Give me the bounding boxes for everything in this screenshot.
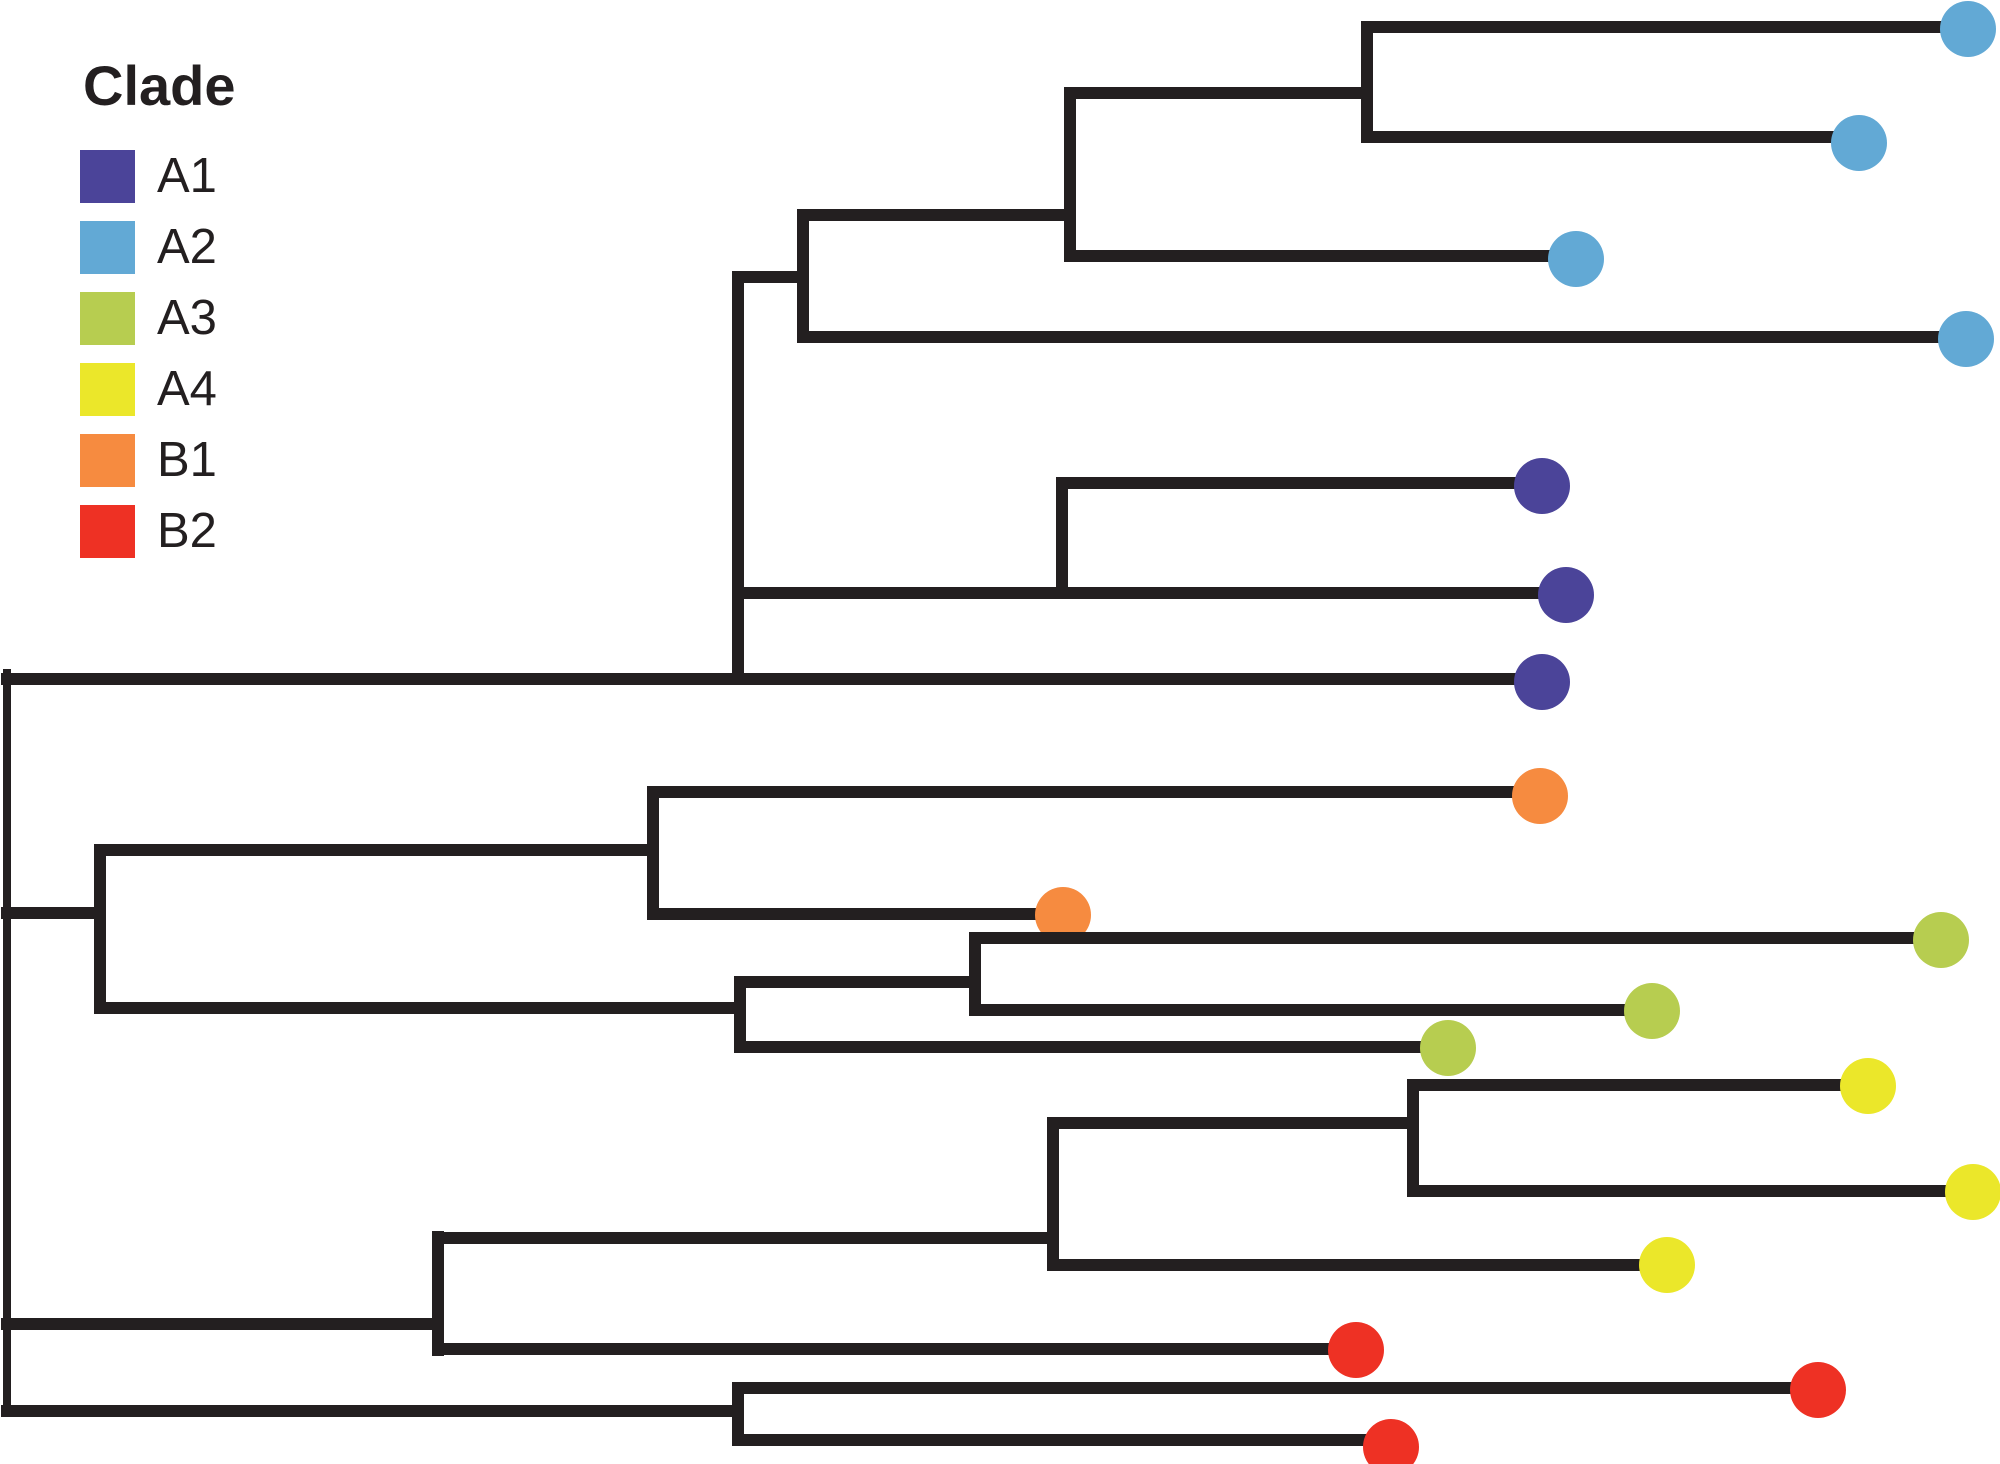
tip-node-A3-2	[1624, 983, 1680, 1039]
legend-swatch-B2	[80, 505, 135, 558]
legend: Clade A1 A2 A3 A4 B1 B2	[80, 58, 236, 558]
legend-label-B2: B2	[157, 504, 217, 558]
tip-node-A4-3	[1639, 1237, 1695, 1293]
tip-node-B1-2	[1035, 887, 1091, 943]
tip-node-A2-3	[1548, 231, 1604, 287]
legend-label-A1: A1	[157, 149, 217, 203]
legend-swatch-B1	[80, 434, 135, 487]
tip-node-A1-2	[1538, 567, 1594, 623]
legend-item-B2: B2	[80, 505, 236, 558]
tip-node-A2-2	[1831, 115, 1887, 171]
legend-swatch-A4	[80, 363, 135, 416]
legend-label-A3: A3	[157, 291, 217, 345]
legend-item-A1: A1	[80, 150, 236, 203]
legend-items: A1 A2 A3 A4 B1 B2	[80, 150, 236, 558]
tip-node-B2-2	[1790, 1362, 1846, 1418]
legend-label-B1: B1	[157, 433, 217, 487]
tip-node-B1-1	[1512, 768, 1568, 824]
legend-swatch-A2	[80, 221, 135, 274]
tip-node-A4-2	[1945, 1164, 2000, 1220]
tip-node-A2-4	[1938, 311, 1994, 367]
legend-label-A4: A4	[157, 362, 217, 416]
tip-node-B2-3	[1363, 1419, 1419, 1464]
tip-node-A3-1	[1913, 912, 1969, 968]
legend-item-B1: B1	[80, 434, 236, 487]
legend-swatch-A3	[80, 292, 135, 345]
legend-swatch-A1	[80, 150, 135, 203]
legend-item-A4: A4	[80, 363, 236, 416]
tip-node-A1-1	[1514, 458, 1570, 514]
tip-node-A1-3	[1514, 654, 1570, 710]
legend-item-A3: A3	[80, 292, 236, 345]
legend-item-A2: A2	[80, 221, 236, 274]
tip-node-A2-1	[1940, 1, 1996, 57]
tip-node-B2-1	[1328, 1322, 1384, 1378]
legend-label-A2: A2	[157, 220, 217, 274]
tip-node-A3-3	[1420, 1020, 1476, 1076]
tip-node-A4-1	[1840, 1058, 1896, 1114]
legend-title: Clade	[83, 54, 236, 117]
